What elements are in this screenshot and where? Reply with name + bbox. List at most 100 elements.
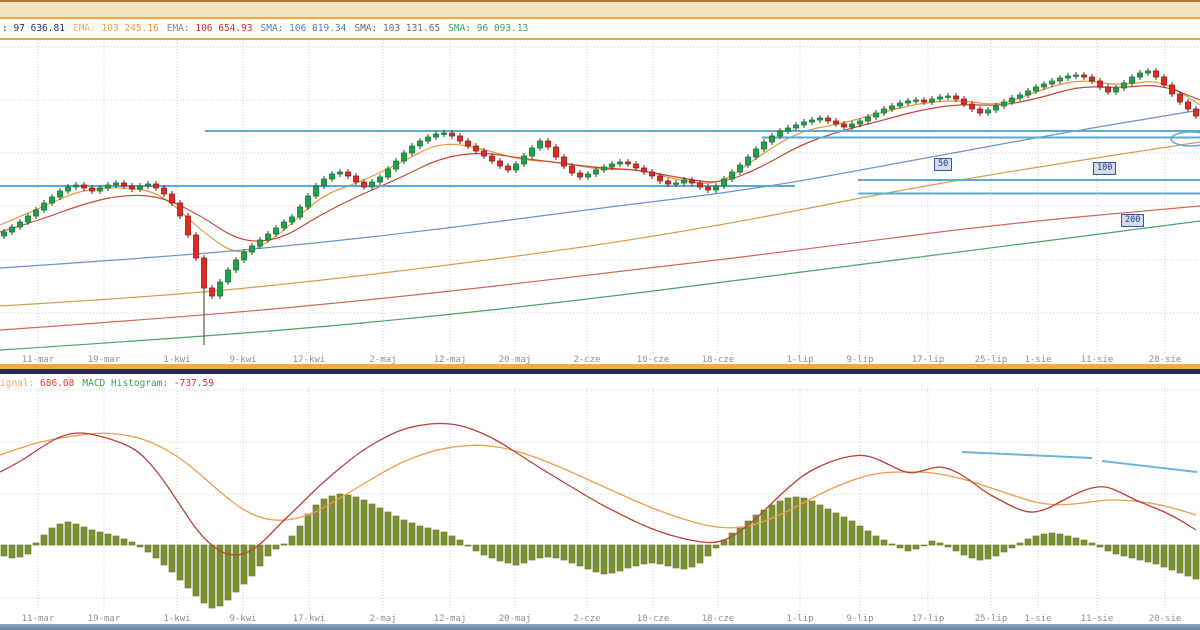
histogram-bar [944, 544, 952, 548]
candle-down [561, 156, 567, 167]
histogram-bar [512, 544, 520, 566]
histogram-bar [1016, 542, 1024, 546]
legend-label: EMA: [72, 23, 102, 34]
x-axis-label: 25-lip [974, 355, 1008, 365]
candle-up [889, 105, 895, 110]
window-top-edge [0, 0, 1200, 2]
histogram-bar [1080, 539, 1088, 546]
x-axis-label: 11-mar [21, 355, 55, 365]
legend-item: SMA: 106 819.34 [261, 23, 347, 34]
candle-up [321, 178, 327, 187]
legend-item: : 97 636.81 [2, 23, 65, 34]
macd-panel-x-axis: 11-mar 19-mar 1-kwi 9-kwi 17-kwi 2-maj 12-maj 2… [0, 614, 1200, 624]
candle-down [209, 287, 215, 297]
histogram-bar [1160, 544, 1168, 568]
candle-up [1121, 82, 1127, 89]
legend-value: 96 093.13 [476, 23, 529, 34]
chart-scrollbar[interactable] [0, 624, 1200, 630]
histogram-bar [712, 544, 720, 549]
candle-down [545, 140, 551, 148]
histogram-bar [160, 544, 168, 566]
trendline[interactable] [961, 451, 1093, 459]
candle-up [913, 99, 919, 102]
legend-label: EMA: [166, 23, 196, 34]
candle-down [697, 182, 703, 188]
signal-line [0, 432, 1197, 529]
candle-up [617, 161, 623, 165]
panel-separator-navy [0, 369, 1200, 374]
candle-up [985, 109, 991, 114]
histogram-bar [760, 509, 768, 546]
candle-up [897, 102, 903, 107]
histogram-bar [200, 544, 208, 604]
candle-up [513, 163, 519, 171]
histogram-bar [1008, 544, 1016, 549]
candle-up [817, 117, 823, 121]
candle-up [145, 183, 151, 187]
candle-down [577, 172, 583, 178]
histogram-bar [376, 507, 384, 546]
candle-down [481, 150, 487, 157]
candle-down [977, 108, 983, 114]
candle-down [841, 123, 847, 128]
histogram-bar [624, 544, 632, 569]
histogram-bar [864, 530, 872, 546]
histogram-bar [808, 500, 816, 546]
histogram-bar [288, 535, 296, 546]
histogram-bar [384, 511, 392, 546]
candle-down [121, 182, 127, 187]
histogram-bar [688, 544, 696, 568]
histogram-bar [1112, 544, 1120, 555]
histogram-bar [584, 544, 592, 570]
histogram-bar [264, 544, 272, 557]
candle-up [1073, 74, 1079, 77]
x-axis-label: 10-cze [636, 614, 670, 624]
candle-up [1017, 94, 1023, 99]
legend-label: SMA: [260, 23, 290, 34]
x-axis-label: 1-sie [1024, 355, 1052, 365]
histogram-bar [656, 544, 664, 565]
moving-average-lines [0, 80, 1200, 351]
histogram-bar [936, 542, 944, 546]
histogram-bar [304, 513, 312, 546]
histogram-bar [184, 544, 192, 589]
candle-down [921, 99, 927, 103]
candle-down [833, 120, 839, 125]
candle-down [353, 175, 359, 183]
candle-up [1025, 90, 1031, 96]
ellipse-annotation[interactable] [1170, 131, 1200, 147]
candle-up [905, 100, 911, 104]
legend-item: MACD Histogram: -737.59 [82, 378, 214, 389]
histogram-bar [1168, 544, 1176, 571]
candle-up [297, 206, 303, 218]
x-axis-label: 9-kwi [229, 355, 257, 365]
x-axis-label: 20-sie [1148, 614, 1182, 624]
histogram-bar [16, 544, 24, 558]
legend-value: 106 654.93 [195, 23, 253, 34]
drawn-trendlines[interactable] [961, 451, 1198, 473]
histogram-bar [824, 508, 832, 546]
histogram-bar [872, 535, 880, 546]
histogram-bar [1192, 544, 1200, 580]
x-axis-label: 11-sie [1080, 355, 1114, 365]
histogram-bar [568, 544, 576, 564]
histogram-bar [1176, 544, 1184, 574]
candle-up [73, 184, 79, 188]
histogram-bar [472, 544, 480, 552]
histogram-bar [888, 543, 896, 546]
histogram-bar [800, 497, 808, 546]
candle-down [969, 103, 975, 110]
x-axis-label: 17-lip [911, 614, 945, 624]
candle-up [873, 112, 879, 118]
x-axis-label: 1-kwi [163, 614, 191, 624]
candle-up [393, 160, 399, 170]
candle-up [289, 216, 295, 223]
histogram-bar [592, 544, 600, 573]
histogram-bar [352, 496, 360, 546]
histogram-bar [496, 544, 504, 562]
trendline[interactable] [1101, 460, 1198, 473]
histogram-bar [728, 532, 736, 546]
candle-down [569, 165, 575, 174]
x-axis-label: 20-maj [498, 614, 532, 624]
